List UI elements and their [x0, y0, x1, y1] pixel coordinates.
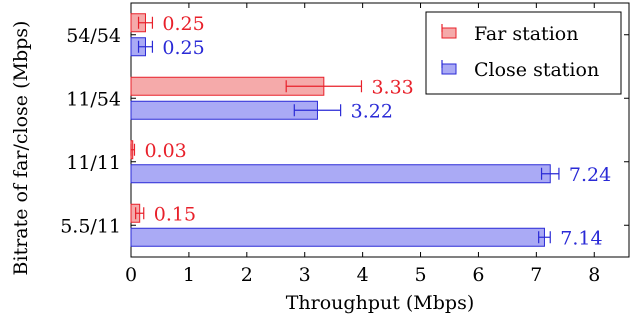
x-tick-label: 7 — [530, 264, 542, 286]
data-label: 3.22 — [351, 100, 393, 122]
plot-frame — [130, 2, 630, 258]
bar — [130, 227, 545, 247]
legend-label: Close station — [474, 59, 599, 81]
chart-marks: 0.15 7.14 0.03 7.24 3.333.22 0.250.25 — [130, 13, 611, 249]
y-axis-title: Bitrate of far/close (Mbps) — [10, 21, 32, 276]
data-label: 7.14 — [560, 227, 602, 249]
axis-ticks: 0 1 2 3 4 5 6 7 8 5.5/11 11/11 11/54 54/54 — [60, 3, 629, 286]
x-tick-label: 1 — [183, 264, 195, 286]
x-tick-label: 0 — [125, 264, 137, 286]
data-label: 7.24 — [569, 164, 611, 186]
bar — [130, 164, 551, 184]
legend-swatch — [441, 27, 457, 39]
data-label: 0.03 — [144, 140, 186, 162]
legend: Far station Close station — [425, 11, 622, 95]
x-tick-label: 5 — [414, 264, 426, 286]
legend-label: Far station — [474, 23, 578, 45]
x-tick-label: 6 — [472, 264, 484, 286]
x-tick-label: 3 — [299, 264, 311, 286]
y-tick-label: 11/11 — [66, 152, 121, 174]
x-tick-label: 2 — [241, 264, 253, 286]
x-axis-title: Throughput (Mbps) — [286, 292, 475, 314]
legend-swatch — [441, 63, 457, 75]
data-label: 3.33 — [371, 76, 413, 98]
y-tick-label: 11/54 — [66, 88, 121, 110]
bar — [130, 100, 318, 120]
data-label: 0.25 — [162, 37, 204, 59]
x-tick-label: 4 — [357, 264, 369, 286]
legend-box — [425, 11, 622, 95]
data-label: 0.25 — [162, 13, 204, 35]
data-label: 0.15 — [154, 203, 196, 225]
y-tick-label: 5.5/11 — [60, 215, 121, 237]
x-tick-label: 8 — [588, 264, 600, 286]
y-tick-label: 54/54 — [66, 25, 121, 47]
